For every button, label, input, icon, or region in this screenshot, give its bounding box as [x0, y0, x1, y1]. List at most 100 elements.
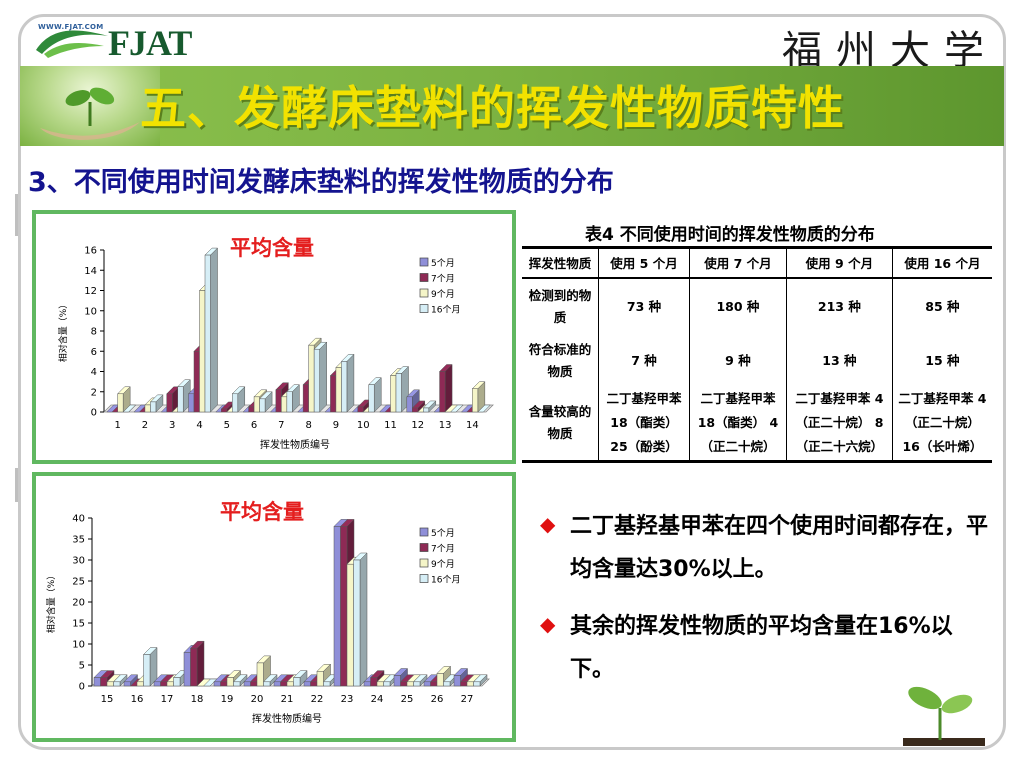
bullet-text: 二丁基羟基甲苯在四个使用时间都存在，平均含量达30%以上。	[570, 514, 989, 582]
sprout-icon	[903, 686, 985, 746]
x-axis-label: 挥发性物质编号	[252, 712, 322, 725]
legend-swatch	[419, 304, 429, 313]
bar-chart-2: 0 5 10 15 20 25 30 35 40 15 16 17 18 19 20 21 22 23 24 25 26…	[45, 514, 490, 725]
x-tick-label: 26	[431, 694, 444, 705]
bar	[189, 640, 205, 687]
x-tick-label: 7	[278, 420, 284, 431]
legend-swatch	[419, 257, 429, 267]
page-title: 五、发酵床垫料的挥发性物质特性	[140, 81, 845, 135]
x-tick-label: 16	[131, 694, 144, 705]
bar	[368, 377, 382, 413]
legend-swatch	[419, 574, 429, 583]
data-table: 挥发性物质 使用 5 个月 使用 7 个月 使用 9 个月 使用 16 个月 检…	[522, 246, 992, 463]
table-header: 使用 7 个月	[689, 247, 787, 278]
x-tick-label: 10	[357, 420, 370, 431]
legend-swatch	[419, 543, 429, 552]
table-cell: 180 种	[689, 277, 787, 336]
legend-label: 7个月	[431, 274, 455, 285]
bar	[112, 674, 128, 687]
bar	[286, 384, 300, 413]
table-cell: 213 种	[785, 277, 893, 336]
x-tick-label: 25	[401, 694, 414, 705]
bar	[292, 669, 308, 687]
legend-label: 16个月	[431, 575, 460, 586]
bullet-item: ◆ 其余的挥发性物质的平均含量在16%以下。	[540, 605, 990, 691]
bar	[142, 646, 158, 687]
bar	[477, 404, 491, 413]
left-divider	[15, 194, 18, 236]
table-cell: 二丁基羟甲苯 4（正二十烷） 8（正二十六烷）	[785, 385, 893, 462]
x-tick-label: 21	[281, 694, 294, 705]
x-tick-label: 12	[411, 420, 424, 431]
x-tick-label: 20	[251, 694, 264, 705]
diamond-bullet-icon: ◆	[540, 512, 556, 536]
bar	[204, 247, 219, 413]
y-tick-label: 4	[91, 367, 97, 378]
table-row: 符合标准的物质 7 种 9 种 13 种 15 种	[522, 335, 992, 386]
left-divider	[15, 468, 18, 502]
y-tick-label: 20	[72, 598, 85, 609]
bar	[438, 363, 453, 413]
y-tick-label: 12	[84, 286, 97, 297]
table-caption: 表4 不同使用时间的挥发性物质的分布	[585, 225, 875, 245]
bullet-text: 其余的挥发性物质的平均含量在16%以下。	[570, 614, 953, 682]
legend-label: 9个月	[431, 289, 455, 300]
x-tick-label: 13	[439, 420, 452, 431]
x-tick-label: 17	[161, 694, 174, 705]
bar	[340, 353, 355, 413]
chart-1-title: 平均含量	[230, 236, 314, 260]
table-header: 使用 16 个月	[891, 247, 992, 278]
x-tick-label: 9	[333, 420, 339, 431]
x-tick-label: 6	[251, 420, 257, 431]
title-banner	[20, 66, 1004, 146]
x-tick-label: 1	[114, 420, 120, 431]
y-tick-label: 16	[84, 246, 97, 257]
chart-2-title: 平均含量	[220, 500, 304, 524]
y-tick-label: 2	[91, 387, 97, 398]
leaf-logo-icon	[36, 30, 108, 58]
bar	[472, 674, 488, 687]
bar	[258, 391, 273, 413]
table-cell: 73 种	[598, 277, 690, 336]
bullet-list: ◆ 二丁基羟基甲苯在四个使用时间都存在，平均含量达30%以上。 ◆ 其余的挥发性…	[540, 505, 990, 705]
table-header: 挥发性物质	[522, 247, 599, 278]
x-tick-label: 2	[142, 420, 148, 431]
chart-panel-1: 0 2 4 6 8 10 12 14 16 1 2 3 4 5 6 7 8 9 10 11 12 13 14 相对含量（%）挥…	[32, 210, 516, 464]
y-tick-label: 0	[91, 408, 97, 419]
y-axis-label: 相对含量（%）	[45, 571, 57, 634]
y-tick-label: 30	[72, 556, 85, 567]
y-tick-label: 10	[84, 306, 97, 317]
bar	[412, 674, 428, 687]
x-tick-label: 19	[221, 694, 234, 705]
x-tick-label: 24	[371, 694, 384, 705]
x-tick-label: 23	[341, 694, 354, 705]
table-cell: 7 种	[598, 335, 690, 386]
legend-swatch	[419, 273, 429, 282]
fjat-logo: WWW.FJAT.COM FJAT	[34, 20, 194, 64]
x-tick-label: 4	[196, 420, 202, 431]
bar	[149, 394, 164, 413]
y-tick-label: 15	[72, 619, 85, 630]
legend-swatch	[419, 558, 429, 568]
section-subtitle: 3、不同使用时间发酵床垫料的挥发性物质的分布	[28, 167, 614, 198]
legend-label: 16个月	[431, 305, 460, 316]
row-label: 符合标准的物质	[522, 335, 599, 386]
table-header-row: 挥发性物质 使用 5 个月 使用 7 个月 使用 9 个月 使用 16 个月	[522, 247, 992, 278]
x-tick-label: 5	[224, 420, 230, 431]
bar	[122, 404, 137, 413]
x-tick-label: 3	[169, 420, 175, 431]
table-cell: 二丁基羟甲苯 4（正二十烷） 16（长叶烯）	[891, 385, 992, 462]
bar	[117, 386, 131, 413]
legend-label: 5个月	[431, 528, 455, 539]
x-tick-label: 8	[305, 420, 311, 431]
table-cell: 9 种	[689, 335, 787, 386]
table-cell: 13 种	[785, 335, 893, 386]
bar	[352, 552, 368, 687]
legend-label: 9个月	[431, 559, 455, 570]
legend-swatch	[419, 527, 429, 537]
x-tick-label: 27	[461, 694, 474, 705]
bar	[232, 674, 248, 687]
table-cell: 二丁基羟甲苯 18（酯类） 4（正二十烷）	[689, 385, 787, 462]
bullet-item: ◆ 二丁基羟基甲苯在四个使用时间都存在，平均含量达30%以上。	[540, 505, 990, 591]
